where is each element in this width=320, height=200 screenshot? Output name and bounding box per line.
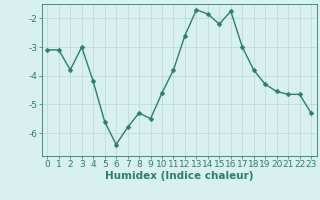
X-axis label: Humidex (Indice chaleur): Humidex (Indice chaleur) <box>105 171 253 181</box>
